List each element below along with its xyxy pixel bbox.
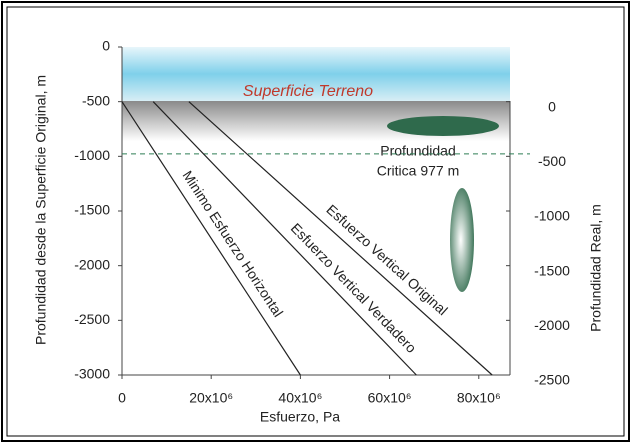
y2-tick-label: -2000 (534, 317, 570, 333)
y-tick-label: -1500 (74, 202, 110, 218)
series-line (121, 101, 301, 376)
y2-tick-label: -500 (538, 153, 566, 169)
x-tick-label: 80x10⁶ (457, 390, 501, 406)
y2-tick-label: -1000 (534, 208, 570, 224)
y-tick-label: -2500 (74, 311, 110, 327)
series-label: Esfuerzo Vertical Original (323, 201, 450, 318)
sky-band (122, 47, 510, 101)
reservoir-ellipse (387, 116, 499, 136)
y2-tick-label: -2500 (534, 372, 570, 388)
surface-label: Superficie Terreno (243, 83, 373, 100)
inner-border (6, 6, 625, 437)
x-tick-label: 40x10⁶ (278, 390, 322, 406)
x-tick-label: 60x10⁶ (368, 390, 412, 406)
y-axis-title: Profundidad desde la Superficie Original… (33, 75, 49, 345)
series-line (152, 101, 417, 376)
y2-tick-label: 0 (548, 98, 556, 114)
x-tick-label: 20x10⁶ (189, 390, 233, 406)
y2-axis-title: Profundidad Real, m (588, 204, 604, 332)
x-axis-title: Esfuerzo, Pa (260, 409, 340, 425)
y-tick-label: -2000 (74, 256, 110, 272)
annotation: Critica 977 m (377, 163, 459, 179)
y-tick-label: 0 (102, 38, 110, 54)
series-label: Minimo Esfuerzo Horizontal (179, 168, 286, 320)
reservoir-pod (450, 188, 474, 292)
annotation: Profundidad (380, 143, 456, 159)
series-line (188, 101, 493, 376)
y-tick-label: -1000 (74, 147, 110, 163)
y-tick-label: -500 (82, 92, 110, 108)
y-tick-label: -3000 (74, 366, 110, 382)
x-tick-label: 0 (118, 390, 126, 406)
y2-tick-label: -1500 (534, 262, 570, 278)
